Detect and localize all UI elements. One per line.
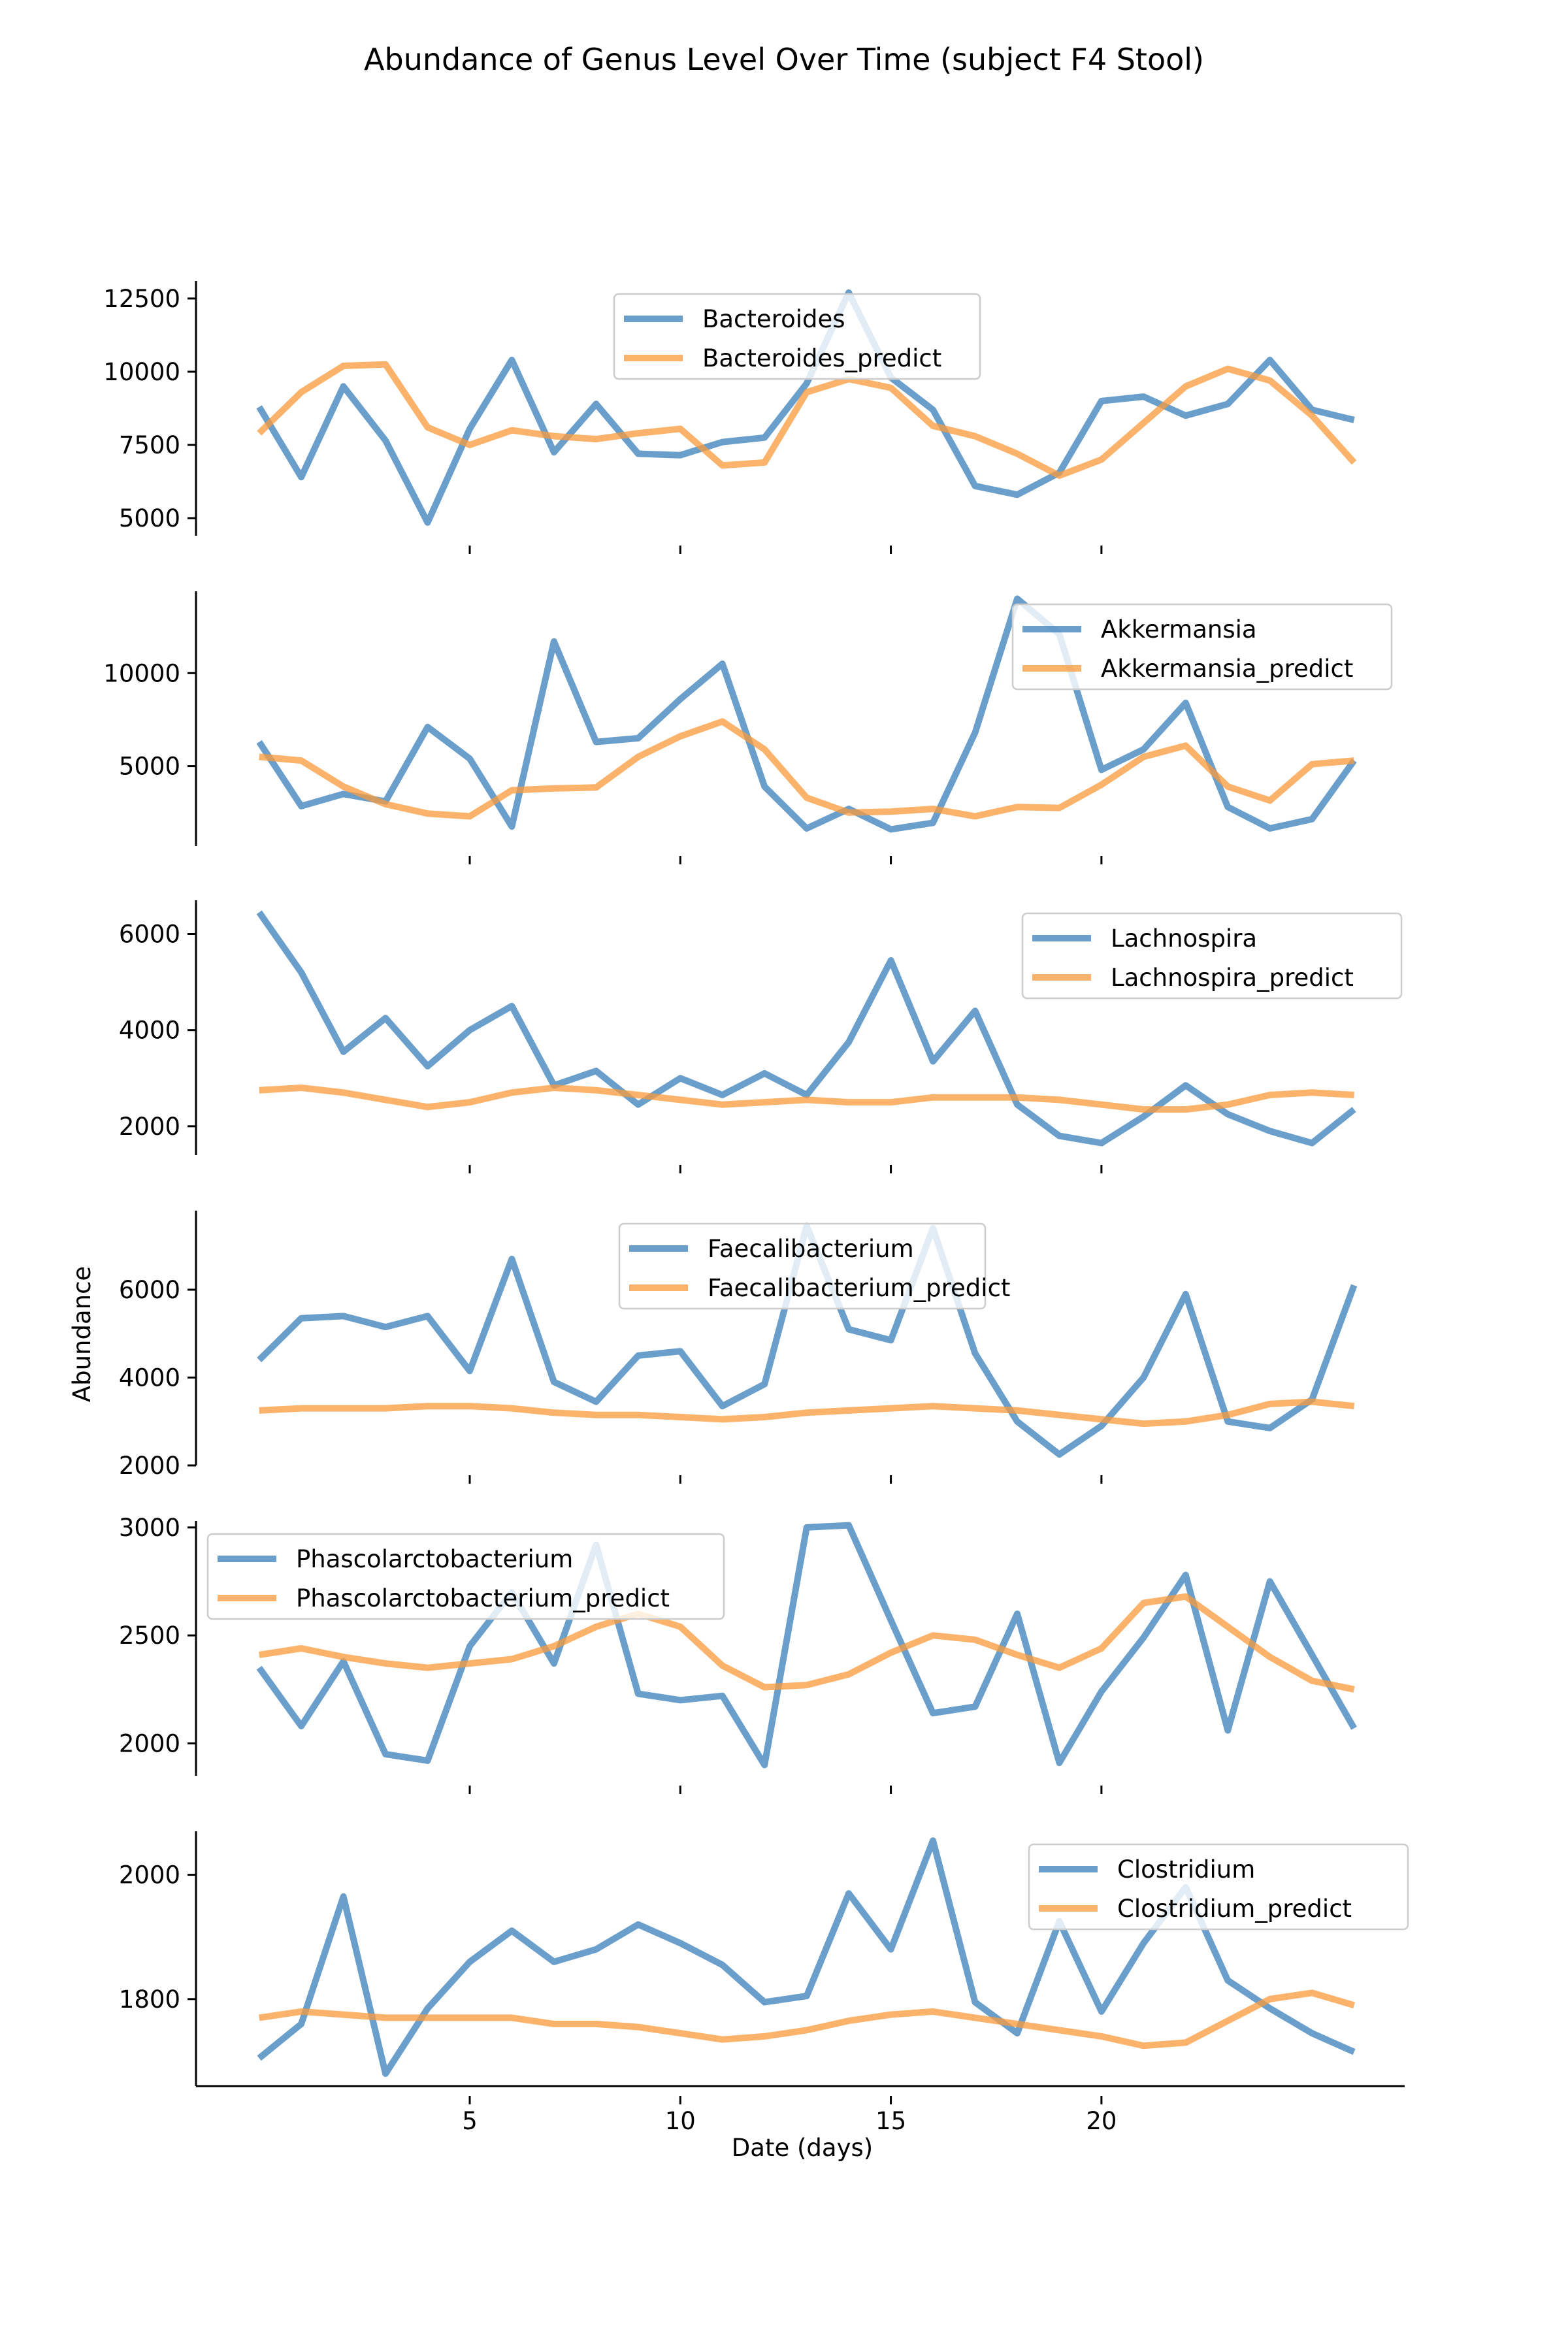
y-tick-label: 5000 [119, 753, 180, 781]
legend: Akkermansia Akkermansia_predict [1011, 603, 1393, 691]
chart-title: Abundance of Genus Level Over Time (subj… [364, 42, 1204, 77]
legend-box [613, 293, 981, 380]
subplot-panel: 200025003000PhascolarctobacteriumPhascol… [119, 1514, 1357, 1794]
legend-label: Bacteroides [702, 305, 845, 333]
y-tick-label: 6000 [119, 1276, 180, 1304]
y-tick-label: 2000 [119, 1861, 180, 1889]
x-tick-label: 10 [665, 2107, 696, 2135]
y-tick-label: 10000 [103, 659, 180, 687]
subplot-panel: 500075001000012500BacteroidesBacteroides… [103, 281, 1357, 554]
y-axis-label: Abundance [68, 1266, 96, 1402]
legend-label: Faecalibacterium [708, 1235, 914, 1263]
legend: Lachnospira Lachnospira_predict [1021, 912, 1403, 1000]
y-tick-label: 7500 [119, 431, 180, 459]
legend-label: Akkermansia_predict [1101, 655, 1353, 683]
x-axis-label: Date (days) [732, 2134, 873, 2162]
y-tick-label: 3000 [119, 1514, 180, 1542]
y-tick-label: 2000 [119, 1729, 180, 1757]
series-line-bacteroides-predict [257, 361, 1357, 480]
x-tick-label: 5 [462, 2107, 478, 2135]
series-line-akkermansia [256, 595, 1357, 833]
y-tick-label: 2000 [119, 1452, 180, 1480]
legend-label: Faecalibacterium_predict [708, 1274, 1010, 1302]
series-line-bacteroides [256, 289, 1355, 526]
legend-box [206, 1533, 725, 1620]
y-tick-label: 2000 [119, 1113, 180, 1141]
subplots-area: 500075001000012500BacteroidesBacteroides… [103, 281, 1409, 2135]
series-line-akkermansia-predict [259, 718, 1355, 820]
series-line-phascolarctobacterium-predict [258, 1593, 1355, 1693]
legend-box [1021, 912, 1403, 1000]
legend-label: Phascolarctobacterium [296, 1545, 573, 1573]
series-line-lachnospira-predict [259, 1085, 1354, 1113]
legend: Clostridium Clostridium_predict [1028, 1843, 1409, 1931]
subplot-panel: 5000 10000 Akkermansia Akkermansia_predict [103, 591, 1393, 864]
x-tick-label: 15 [875, 2107, 906, 2135]
subplot-panel: 200040006000FaecalibacteriumFaecalibacte… [119, 1211, 1358, 1484]
legend-label: Clostridium_predict [1117, 1895, 1352, 1923]
y-tick-label: 4000 [119, 1017, 180, 1045]
series-line-faecalibacterium-predict [259, 1398, 1355, 1428]
subplot-panel: 2000 4000 6000 Lachnospira Lachnospira_predi… [119, 900, 1403, 1173]
y-tick-label: 12500 [103, 285, 180, 313]
y-tick-label: 2500 [119, 1622, 180, 1650]
series-line-lachnospira [256, 910, 1356, 1147]
legend: Bacteroides Bacteroides_predict [613, 293, 981, 380]
subplot-panel: 1800 2000 5 10 15 20 Clostridium Clostridium_pr… [119, 1831, 1409, 2135]
legend-label: Akkermansia [1101, 615, 1257, 644]
legend-label: Lachnospira [1111, 924, 1257, 953]
y-tick-label: 5000 [119, 504, 180, 532]
y-tick-label: 1800 [119, 1985, 180, 2014]
y-tick-label: 6000 [119, 921, 180, 949]
legend-box [618, 1222, 987, 1310]
y-tick-label: 4000 [119, 1364, 180, 1392]
legend-box [1028, 1843, 1409, 1931]
series-line-clostridium-predict [258, 1989, 1356, 2050]
legend-label: Phascolarctobacterium_predict [296, 1584, 670, 1612]
legend-label: Bacteroides_predict [702, 344, 941, 372]
legend-box [1011, 603, 1393, 691]
x-tick-label: 20 [1086, 2107, 1117, 2135]
legend-label: Clostridium [1117, 1855, 1255, 1884]
legend: Phascolarctobacterium Phascolarctobacteri… [206, 1533, 725, 1620]
y-tick-label: 10000 [103, 358, 180, 386]
legend-label: Lachnospira_predict [1111, 964, 1354, 992]
legend: Faecalibacterium Faecalibacterium_predict [618, 1222, 1010, 1310]
